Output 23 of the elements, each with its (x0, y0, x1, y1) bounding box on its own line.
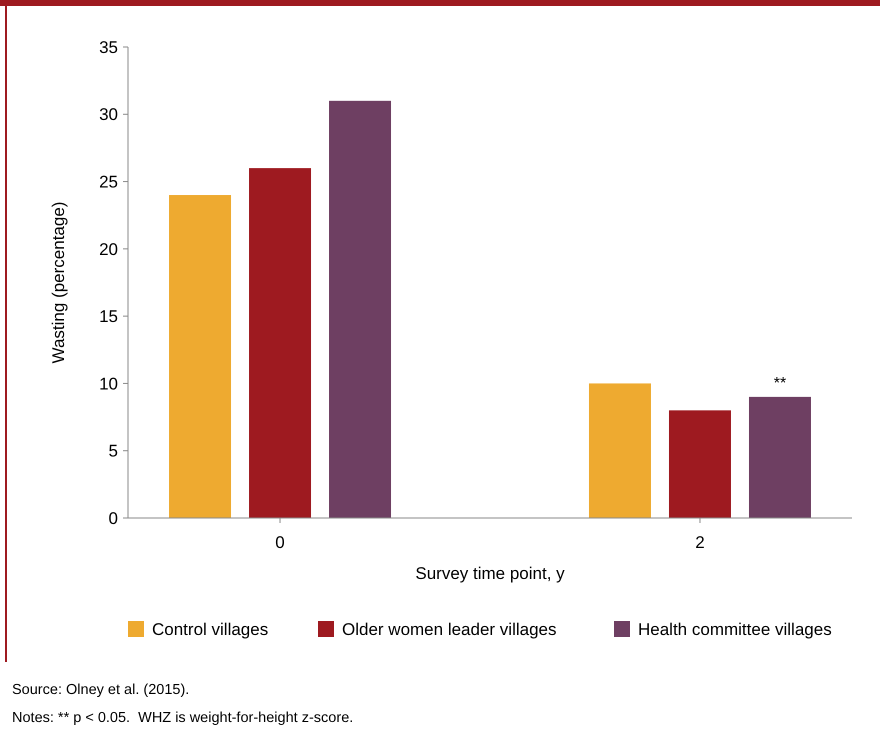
y-axis-title: Wasting (percentage) (49, 202, 68, 364)
bar (748, 396, 811, 518)
bar (668, 410, 731, 518)
y-tick-label: 30 (99, 105, 118, 124)
bar (329, 100, 392, 518)
annotation: ** (774, 374, 786, 392)
bar (588, 383, 651, 518)
source-note: Source: Olney et al. (2015). (12, 682, 190, 698)
y-tick-label: 10 (99, 374, 118, 394)
y-tick-label: 0 (108, 508, 118, 528)
x-axis-title: Survey time point, y (415, 564, 566, 583)
legend-label: Health committee villages (638, 620, 832, 639)
y-tick-label: 35 (99, 38, 118, 57)
bar (169, 195, 232, 518)
y-tick-label: 25 (99, 172, 118, 192)
legend-label: Older women leader villages (342, 620, 556, 639)
legend-label: Control villages (152, 620, 268, 639)
y-tick-label: 15 (99, 307, 118, 326)
bar (249, 168, 312, 518)
x-tick-label: 2 (695, 533, 705, 552)
y-tick-label: 5 (108, 442, 118, 461)
y-tick-label: 20 (99, 240, 118, 259)
text: Notes: ** p < 0.05. WHZ is weight-for-height z-score. (12, 710, 354, 726)
